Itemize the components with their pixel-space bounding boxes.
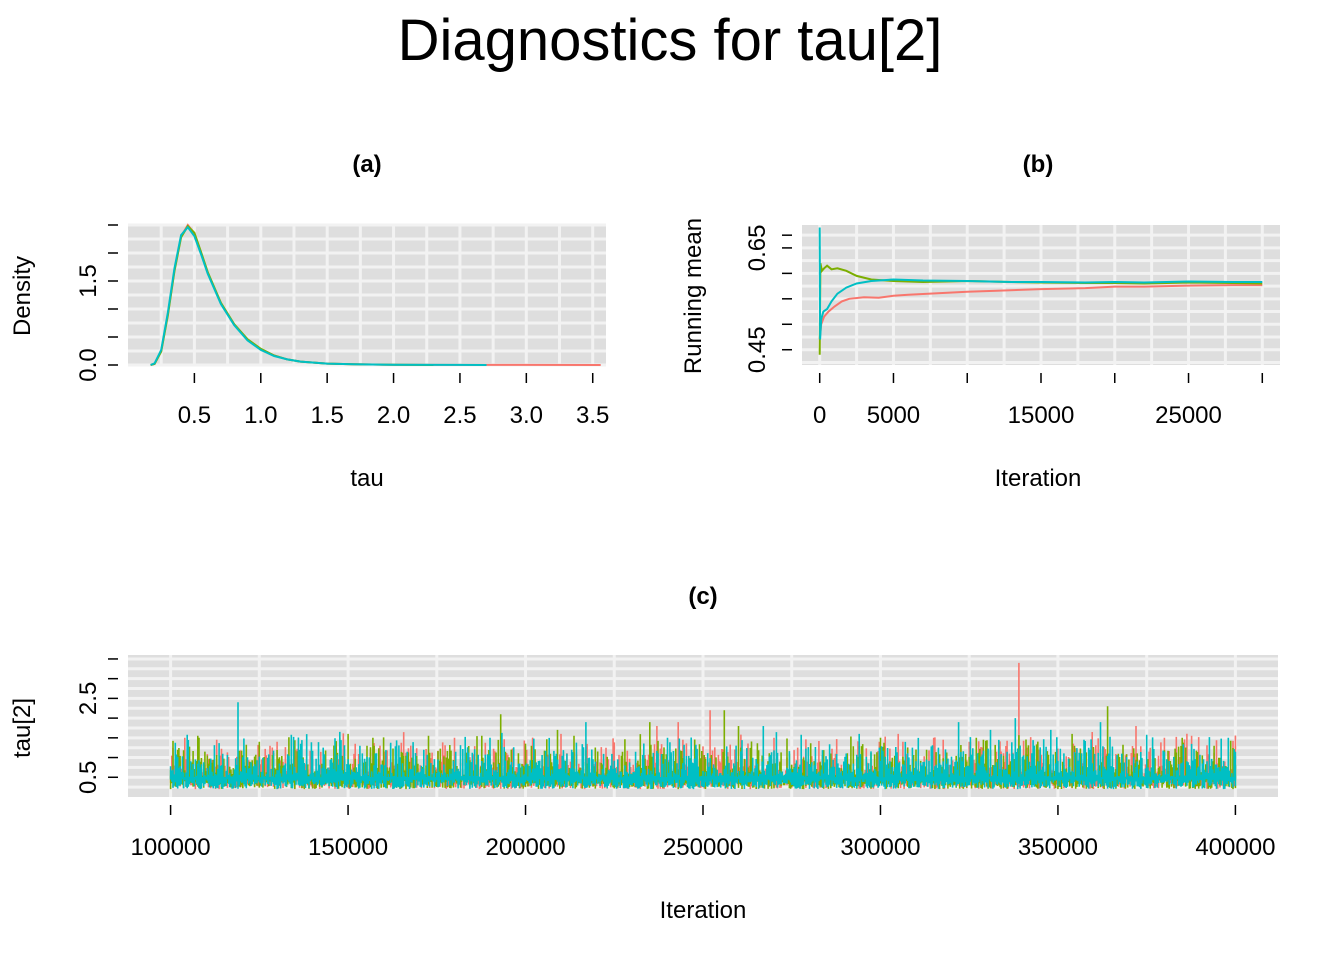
figure-title: Diagnostics for tau[2] (398, 8, 943, 73)
x-tick-label: 100000 (131, 834, 211, 861)
y-tick-label: 0.65 (744, 225, 771, 272)
x-tick-label: 300000 (840, 834, 920, 861)
trace-series-3 (169, 702, 1237, 790)
x-tick-label: 15000 (1008, 402, 1075, 429)
y-tick-label: 0.5 (75, 761, 102, 794)
x-tick-label: 200000 (485, 834, 565, 861)
y-tick-label: 1.5 (75, 264, 102, 297)
x-tick-label: 0 (813, 402, 826, 429)
x-tick-label: 25000 (1155, 402, 1222, 429)
panel-b-ylabel: Running mean (680, 218, 707, 374)
panel-a-title: (a) (352, 151, 381, 178)
x-tick-label: 250000 (663, 834, 743, 861)
y-tick-label: 0.45 (744, 326, 771, 373)
x-tick-label: 1.5 (310, 402, 343, 429)
panel-a-xlabel: tau (350, 465, 383, 492)
panel-c-title: (c) (688, 583, 717, 610)
x-tick-label: 5000 (867, 402, 920, 429)
x-tick-label: 350000 (1018, 834, 1098, 861)
series-line-3 (150, 225, 487, 366)
panel-c-xlabel: Iteration (660, 897, 747, 924)
y-tick-label: 0.0 (75, 348, 102, 381)
x-tick-label: 2.5 (443, 402, 476, 429)
x-tick-label: 400000 (1195, 834, 1275, 861)
panel-b-title: (b) (1023, 151, 1054, 178)
running-mean-panel: (b) Iteration Running mean 0 5000 15000 250… (680, 151, 1280, 492)
x-tick-label: 1.0 (244, 402, 277, 429)
x-tick-label: 150000 (308, 834, 388, 861)
x-tick-label: 0.5 (178, 402, 211, 429)
panel-b-xlabel: Iteration (995, 465, 1082, 492)
density-panel: (a) tau Density 0.5 1.0 1.5 2.0 2.5 3.0 3.5 0.0… (9, 151, 609, 492)
trace-panel: (c) Iteration tau[2] 100000 150000 200000 2… (9, 583, 1278, 924)
panel-b-grid (802, 225, 1280, 365)
x-tick-label: 2.0 (377, 402, 410, 429)
panel-c-ylabel: tau[2] (9, 698, 36, 758)
series-line-1 (818, 284, 1263, 340)
series-line-3 (818, 227, 1263, 340)
y-tick-label: 2.5 (75, 682, 102, 715)
panel-a-ylabel: Density (9, 256, 36, 336)
x-tick-label: 3.5 (576, 402, 609, 429)
x-tick-label: 3.0 (510, 402, 543, 429)
